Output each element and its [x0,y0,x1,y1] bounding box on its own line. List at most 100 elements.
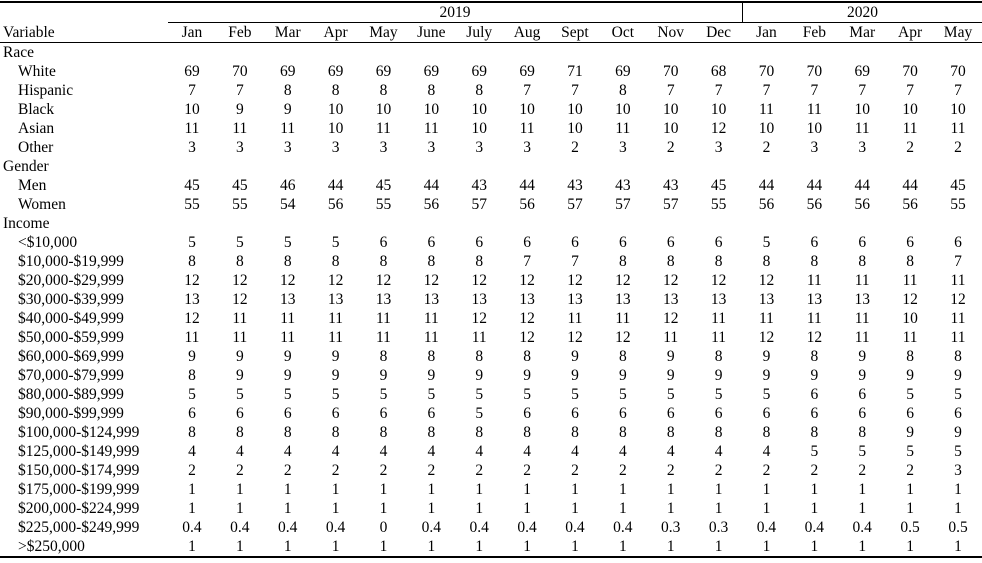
data-cell: 56 [854,196,870,213]
month-header-2020-jan: Jan [742,22,791,43]
data-cell: 9 [666,348,675,365]
data-cell: 6 [858,405,867,422]
table-row: $20,000-$29,999 12 12 12 12 12 12 12 12 12 12 12 12 1… [0,271,982,290]
month-header-2019-feb: Feb [215,22,264,43]
row-label: $70,000-$79,999 [18,367,124,384]
data-cell: 6 [714,234,723,251]
data-cell: 1 [906,500,914,517]
month-header-2019-aug: Aug [503,22,552,43]
data-cell: 9 [331,367,340,384]
data-cell: 1 [810,481,819,498]
data-cell: 6 [331,405,340,422]
data-cell: 8 [188,253,196,270]
data-cell: 1 [331,481,340,498]
data-cell: 11 [854,329,870,346]
data-cell: 55 [232,196,248,213]
data-cell: 8 [714,253,723,270]
data-cell: 55 [950,196,966,213]
data-cell: 8 [379,82,388,99]
data-cell: 6 [618,234,627,251]
data-cell: 11 [758,101,774,118]
data-cell: 12 [567,329,583,346]
data-cell: 8 [618,253,627,270]
table-row: $90,000-$99,999 6 6 6 6 6 6 5 6 6 6 6 6 6 6 6 6 6 [0,404,982,423]
data-cell: 57 [615,196,631,213]
data-cell: 2 [906,139,914,156]
data-cell: 12 [615,329,631,346]
data-cell: 1 [379,481,388,498]
data-cell: 44 [758,177,775,194]
data-cell: 55 [184,196,200,213]
data-cell: 69 [519,63,535,80]
data-cell: 8 [427,348,436,365]
data-cell: 54 [279,196,296,213]
row-label: <$10,000 [18,234,78,251]
data-cell: 4 [571,443,579,460]
data-cell: 69 [471,63,487,80]
data-cell: 1 [571,481,579,498]
data-cell: 10 [758,120,775,137]
data-cell: 1 [762,500,771,517]
data-cell: 70 [232,63,248,80]
data-cell: 1 [475,481,484,498]
month-header-2019-sept: Sept [551,22,599,43]
data-cell: 4 [475,443,484,460]
data-cell: 4 [762,443,771,460]
data-cell: 3 [858,139,867,156]
data-cell: 1 [379,538,388,555]
data-cell: 1 [858,500,867,517]
data-cell: 8 [954,348,962,365]
data-cell: 1 [906,538,914,555]
data-cell: 9 [523,367,531,384]
data-cell: 70 [950,63,966,80]
data-cell: 13 [710,291,727,308]
data-cell: 2 [571,139,579,156]
variable-column-header: Variable [0,22,169,43]
table-row: $30,000-$39,999 13 12 13 13 13 13 13 13 13 13 13 13 1… [0,290,982,309]
data-cell: 5 [906,386,914,403]
data-cell: 11 [232,329,248,346]
data-cell: 5 [571,386,579,403]
data-cell: 11 [232,310,248,327]
month-header-2019-apr: Apr [311,22,360,43]
data-cell: 3 [475,139,484,156]
data-cell: 5 [235,234,244,251]
data-cell: 9 [810,367,819,384]
data-cell: 10 [950,101,966,118]
table-row: Black 10 9 9 10 10 10 10 10 10 10 10 10 11 11 10 10 10 [0,100,982,119]
data-cell: 8 [283,424,292,441]
data-cell: 12 [519,329,535,346]
data-cell: 6 [379,405,388,422]
year-2019-header: 2019 [168,2,743,23]
data-cell: 3 [523,139,531,156]
row-label: Men [18,177,47,194]
data-cell: 6 [188,405,196,422]
data-cell: 6 [954,405,962,422]
data-cell: 44 [519,177,535,194]
data-cell: 10 [327,120,344,137]
data-cell: 1 [188,500,196,517]
data-cell: 11 [423,310,439,327]
data-cell: 8 [618,424,627,441]
data-cell: 8 [666,253,675,270]
data-cell: 10 [327,101,344,118]
data-cell: 68 [710,63,727,80]
data-cell: 3 [235,139,244,156]
row-label: Women [18,196,66,213]
data-cell: 13 [423,291,440,308]
data-cell: 13 [327,291,344,308]
data-cell: 1 [906,481,914,498]
data-cell: 7 [571,253,579,270]
data-cell: 11 [854,310,870,327]
data-cell: 8 [283,253,292,270]
data-cell: 12 [519,272,535,289]
data-cell: 7 [906,82,914,99]
data-cell: 12 [471,272,487,289]
data-cell: 10 [710,101,727,118]
data-cell: 8 [235,424,244,441]
data-cell: 5 [954,386,962,403]
data-cell: 4 [283,443,292,460]
data-cell: 10 [471,120,487,137]
data-cell: 1 [618,481,627,498]
data-cell: 11 [758,310,774,327]
